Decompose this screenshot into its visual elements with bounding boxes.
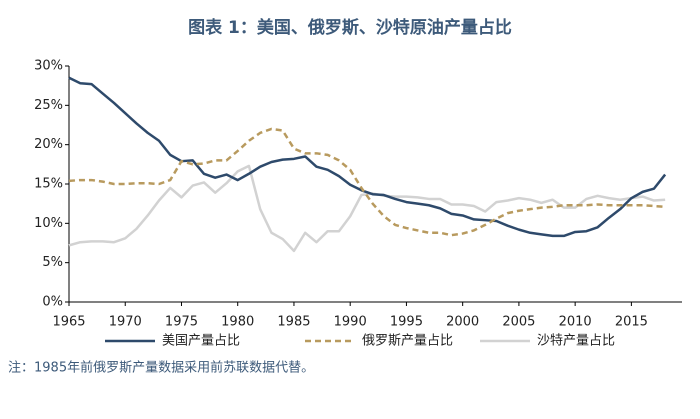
x-tick-label: 2010 [559, 315, 592, 330]
y-tick-label: 0% [42, 295, 63, 310]
y-tick-label: 30% [34, 59, 63, 74]
series-line [68, 164, 666, 253]
x-tick-label: 2000 [446, 315, 479, 330]
series-line [68, 127, 666, 237]
legend-label: 沙特产量占比 [537, 334, 615, 349]
x-tick-label: 1980 [221, 315, 254, 330]
y-tick-label: 25% [34, 98, 63, 113]
chart-title: 图表 1：美国、俄罗斯、沙特原油产量占比 [188, 17, 512, 38]
y-tick-label: 10% [34, 216, 63, 231]
y-tick-label: 20% [34, 137, 63, 152]
y-tick-label: 15% [34, 177, 63, 192]
legend-label: 俄罗斯产量占比 [362, 334, 453, 349]
x-tick-label: 1985 [277, 315, 310, 330]
x-tick-label: 1995 [390, 315, 423, 330]
x-tick-label: 2015 [615, 315, 648, 330]
x-tick-label: 1970 [109, 315, 142, 330]
legend-label: 美国产量占比 [162, 334, 240, 349]
series-line [68, 76, 667, 238]
x-tick-label: 1965 [52, 315, 85, 330]
x-tick-label: 2005 [502, 315, 535, 330]
x-tick-label: 1990 [334, 315, 367, 330]
y-tick-label: 5% [42, 255, 63, 270]
x-tick-label: 1975 [165, 315, 198, 330]
note: 注：1985年前俄罗斯产量数据采用前苏联数据代替。 [8, 360, 314, 376]
